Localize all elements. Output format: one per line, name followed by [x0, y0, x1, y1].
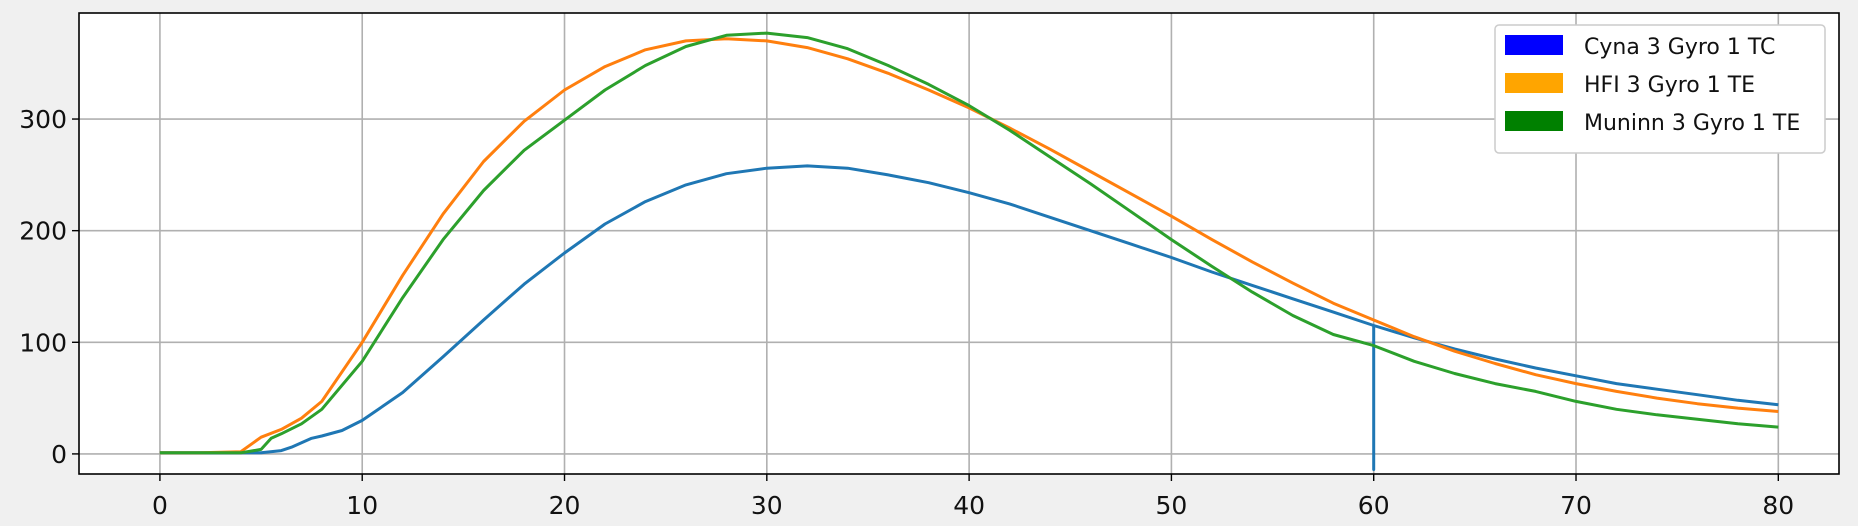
series-line-1 [159, 164, 1779, 471]
x-tick-label: 0 [152, 491, 168, 520]
series-line-2 [159, 37, 1779, 455]
x-tick-label: 40 [953, 491, 985, 520]
x-tick-label: 20 [549, 491, 581, 520]
series-line-3 [159, 31, 1779, 455]
x-tick-label: 60 [1358, 491, 1390, 520]
x-axis: 0 10 20 30 40 50 60 70 80 [152, 474, 1794, 520]
legend-label: HFI 3 Gyro 1 TE [1584, 73, 1755, 98]
legend-label: Muninn 3 Gyro 1 TE [1584, 111, 1800, 136]
plot-frame [78, 12, 1840, 475]
x-tick-label: 50 [1156, 491, 1188, 520]
legend-frame [1494, 24, 1826, 154]
legend-swatch [1505, 73, 1563, 93]
y-axis: 0 100 200 300 [19, 105, 79, 469]
x-tick-label: 70 [1560, 491, 1592, 520]
y-tick-label: 200 [19, 217, 67, 246]
legend-swatch [1505, 35, 1563, 55]
y-tick-label: 100 [19, 328, 67, 357]
y-tick-label: 300 [19, 105, 67, 134]
legend: Cyna 3 Gyro 1 TC HFI 3 Gyro 1 TE Muninn 3 … [1494, 24, 1826, 154]
x-tick-label: 30 [751, 491, 783, 520]
x-tick-label: 80 [1762, 491, 1794, 520]
y-tick-label: 0 [51, 440, 67, 469]
series-layer [159, 31, 1779, 471]
legend-label: Cyna 3 Gyro 1 TC [1584, 35, 1775, 60]
x-tick-label: 10 [346, 491, 378, 520]
legend-swatch [1505, 111, 1563, 131]
